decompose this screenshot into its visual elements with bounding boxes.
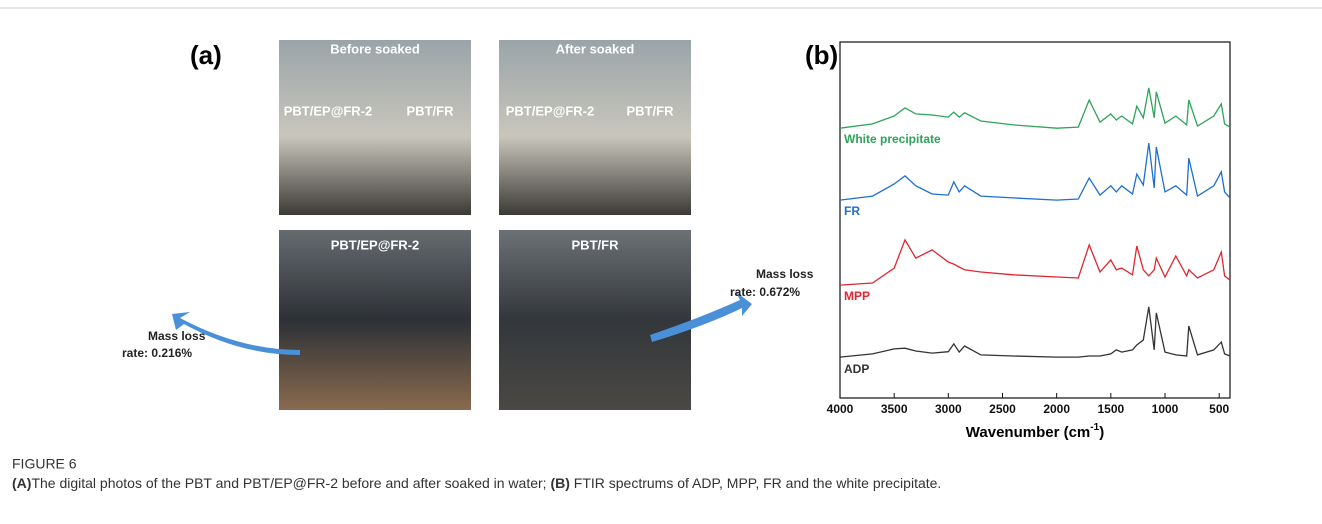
photo xyxy=(279,230,471,410)
x-tick-label: 1000 xyxy=(1152,402,1179,416)
note: Mass loss xyxy=(148,329,206,343)
photo-label: PBT/FR xyxy=(627,103,675,118)
photo xyxy=(499,230,691,410)
photo-label: PBT/FR xyxy=(407,103,455,118)
x-axis-label-end: ) xyxy=(1099,424,1104,441)
x-tick-label: 2500 xyxy=(989,402,1016,416)
photo-title: After soaked xyxy=(556,41,635,56)
x-axis-label-text: Wavenumber (cm xyxy=(966,424,1090,441)
x-tick-label: 2000 xyxy=(1043,402,1070,416)
series-label: MPP xyxy=(844,289,870,303)
caption-part-label: (A) xyxy=(12,475,31,491)
x-axis-label-sup: -1 xyxy=(1090,422,1099,433)
series-label: FR xyxy=(844,204,860,218)
photo-label: PBT/EP@FR-2 xyxy=(506,103,595,118)
x-axis-label: Wavenumber (cm-1) xyxy=(966,422,1104,441)
photo-title: Before soaked xyxy=(330,41,420,56)
x-tick-label: 3000 xyxy=(935,402,962,416)
x-tick-label: 3500 xyxy=(881,402,908,416)
photo-label: PBT/FR xyxy=(572,237,620,252)
note: rate: 0.672% xyxy=(730,285,800,299)
series-label: ADP xyxy=(844,362,869,376)
note: rate: 0.216% xyxy=(122,346,192,360)
panel-label: (b) xyxy=(805,40,838,70)
arrow xyxy=(650,292,752,342)
spectrum-line xyxy=(839,238,1231,286)
spectrum-line xyxy=(839,87,1231,129)
caption: (A)The digital photos of the PBT and PBT… xyxy=(12,475,941,491)
plot-frame xyxy=(839,41,1231,399)
arrow xyxy=(172,312,300,355)
spectrum-line xyxy=(839,306,1231,358)
photo-label: PBT/EP@FR-2 xyxy=(331,237,420,252)
spectrum-line xyxy=(839,143,1231,201)
photo-label: PBT/EP@FR-2 xyxy=(284,103,373,118)
x-tick-label: 4000 xyxy=(827,402,854,416)
figure-label: FIGURE 6 xyxy=(12,456,77,472)
photo xyxy=(279,40,471,215)
photo xyxy=(499,40,691,215)
series-label: White precipitate xyxy=(844,132,941,146)
x-tick-label: 1500 xyxy=(1097,402,1124,416)
caption-text: FTIR spectrums of ADP, MPP, FR and the w… xyxy=(570,475,941,491)
x-tick-label: 500 xyxy=(1209,402,1229,416)
panel-label: (a) xyxy=(190,40,222,70)
caption-text: The digital photos of the PBT and PBT/EP… xyxy=(31,475,550,491)
note: Mass loss xyxy=(756,267,814,281)
caption-part-label: (B) xyxy=(550,475,569,491)
